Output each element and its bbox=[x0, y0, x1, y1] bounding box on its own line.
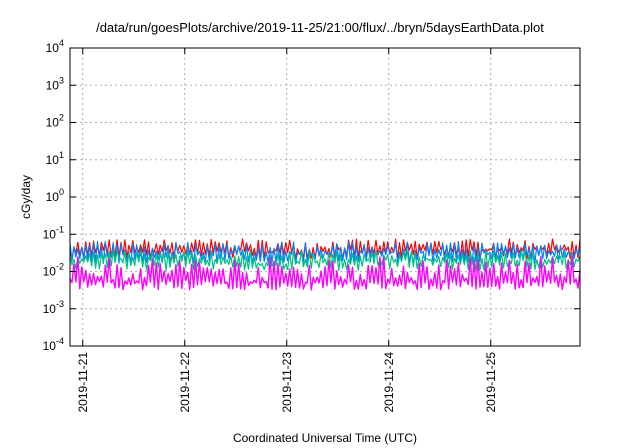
series-group bbox=[69, 238, 581, 291]
series-line bbox=[69, 240, 581, 265]
y-tick-label: 103 bbox=[46, 75, 64, 92]
y-tick-label: 10-4 bbox=[43, 336, 64, 353]
series-line bbox=[69, 249, 581, 272]
y-tick-label: 101 bbox=[46, 150, 64, 167]
y-tick-label: 100 bbox=[46, 187, 64, 204]
x-tick-label: 2019-11-24 bbox=[382, 352, 396, 413]
x-tick-label: 2019-11-23 bbox=[280, 352, 294, 413]
y-tick-label: 102 bbox=[46, 113, 64, 130]
y-tick-label: 10-2 bbox=[43, 262, 64, 279]
y-tick-label: 10-1 bbox=[43, 224, 64, 241]
x-axis-label: Coordinated Universal Time (UTC) bbox=[233, 431, 417, 445]
chart-title: /data/run/goesPlots/archive/2019-11-25/2… bbox=[96, 20, 544, 35]
x-tick-label: 2019-11-25 bbox=[484, 352, 498, 413]
y-tick-label: 104 bbox=[46, 38, 64, 55]
x-axis: 2019-11-21 2019-11-22 2019-11-23 2019-11-24… bbox=[76, 48, 498, 413]
y-axis: 10-4 10-3 10-2 10-1 100 101 102 103 104 bbox=[43, 38, 580, 353]
series-line bbox=[69, 256, 581, 291]
x-tick-label: 2019-11-21 bbox=[76, 352, 90, 413]
y-axis-label: cGy/day bbox=[19, 175, 33, 219]
y-tick-label: 10-3 bbox=[43, 299, 64, 316]
x-tick-label: 2019-11-22 bbox=[178, 352, 192, 413]
